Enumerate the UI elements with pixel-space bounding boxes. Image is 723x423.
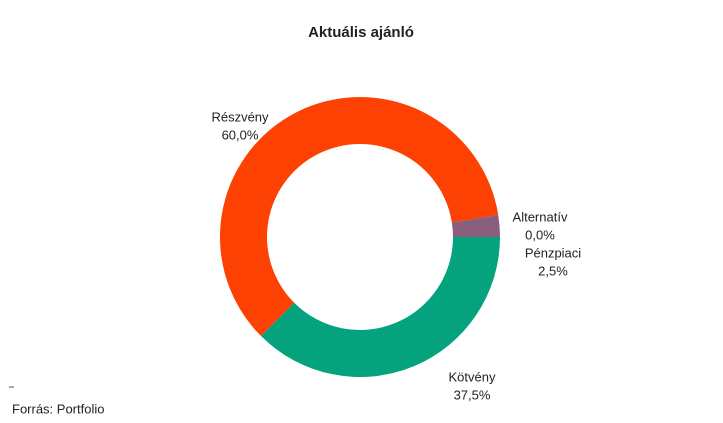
slice-label: Kötvény <box>449 369 496 384</box>
slice-value-label: 37,5% <box>454 387 491 402</box>
donut-slice <box>451 215 500 237</box>
slice-label: Részvény <box>211 109 269 124</box>
chart-title: Aktuális ajánló <box>308 24 414 41</box>
slice-value-label: 60,0% <box>222 127 259 142</box>
slice-label: Alternatív <box>513 209 568 224</box>
slice-value-label: 2,5% <box>538 263 568 278</box>
source: Forrás: Portfolio <box>12 401 104 416</box>
slice-value-label: 0,0% <box>525 227 555 242</box>
donut-slice <box>261 237 500 377</box>
slice-label: Pénzpiaci <box>525 245 581 260</box>
donut-slice <box>219 96 499 336</box>
